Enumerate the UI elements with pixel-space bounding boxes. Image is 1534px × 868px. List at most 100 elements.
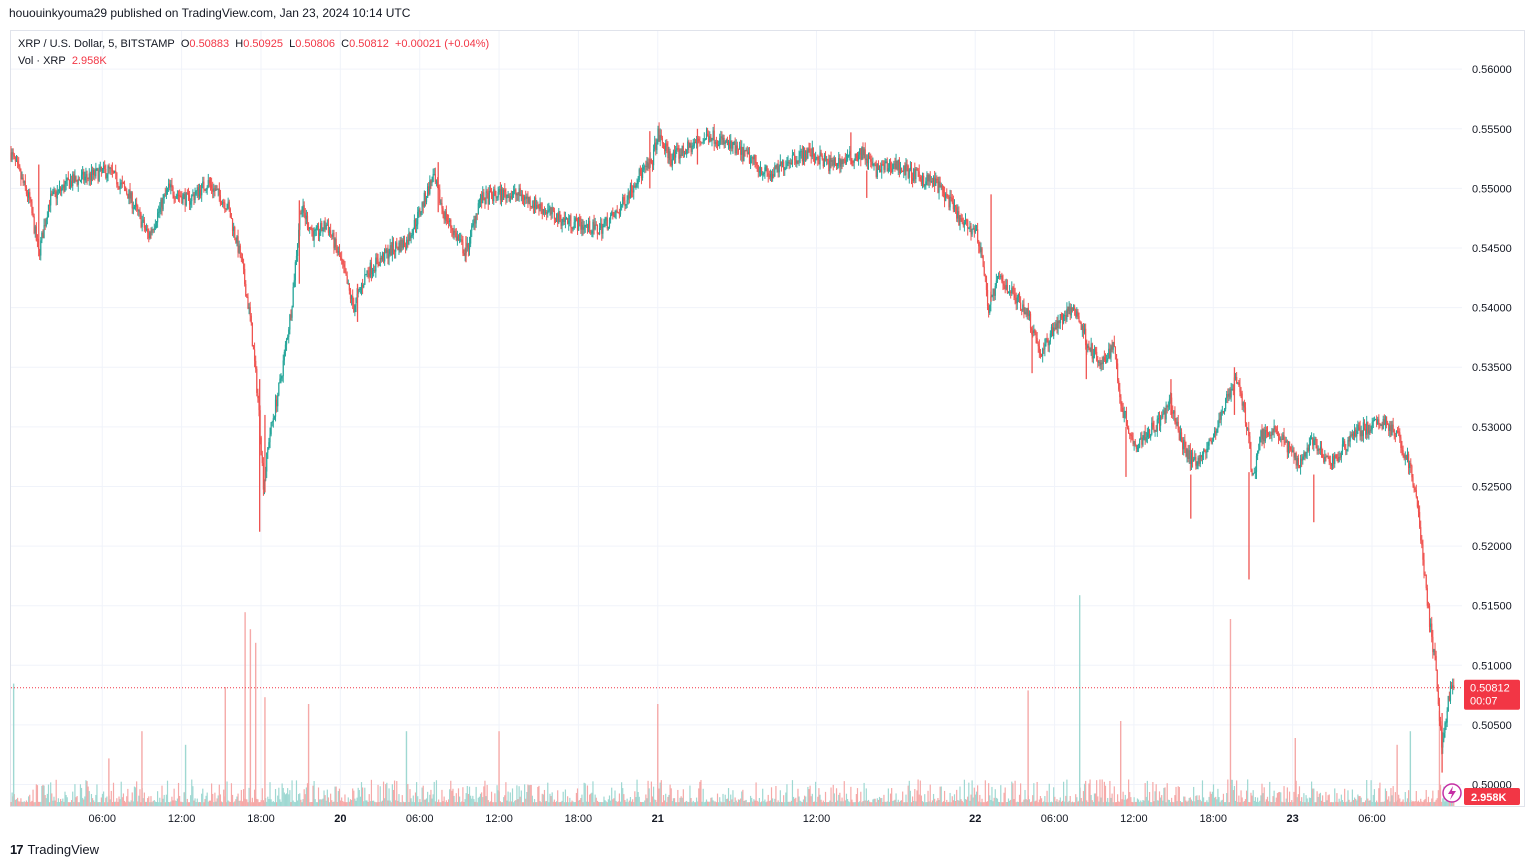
candle-body: [453, 230, 455, 236]
volume-bar: [543, 789, 546, 806]
volume-bar: [1060, 801, 1062, 806]
volume-bar: [334, 786, 336, 806]
volume-bar: [1385, 791, 1388, 806]
volume-bar: [1211, 791, 1213, 806]
volume-bar: [527, 784, 529, 806]
candle-body: [56, 191, 58, 199]
chart-frame[interactable]: [10, 30, 1525, 807]
candle-body: [618, 212, 621, 215]
candle-body: [1273, 426, 1275, 433]
volume-bar: [1296, 797, 1298, 806]
volume-bar: [589, 794, 591, 806]
volume-bar: [350, 800, 353, 806]
volume-bar: [857, 802, 860, 806]
volume-bar: [278, 787, 280, 806]
candle-body: [1241, 393, 1243, 406]
volume-bar: [1033, 783, 1035, 806]
volume-bar: [851, 799, 853, 806]
volume-bar: [928, 801, 930, 806]
candle-body: [554, 218, 557, 222]
volume-bar: [595, 797, 597, 806]
volume-bar: [1201, 780, 1204, 806]
candle-body: [676, 148, 678, 150]
candle-body: [1096, 351, 1098, 361]
volume-bar: [799, 800, 801, 806]
volume-bar: [1075, 794, 1077, 806]
candle-body: [690, 143, 692, 152]
volume-bar: [1083, 783, 1086, 806]
candle-body: [1377, 419, 1379, 425]
volume-bar: [201, 793, 203, 806]
candle-body: [505, 192, 507, 199]
candle-body: [670, 160, 672, 166]
volume-bar: [500, 802, 503, 806]
volume-bar: [279, 799, 281, 806]
volume-bar: [1215, 796, 1217, 806]
volume-bar: [888, 801, 891, 806]
volume-bar: [1195, 795, 1197, 806]
candle-body: [208, 180, 210, 184]
volume-bar: [188, 802, 191, 806]
candle-body: [1100, 362, 1102, 366]
volume-bar: [1210, 793, 1212, 806]
volume-bar: [690, 798, 692, 806]
candle-body: [1163, 410, 1165, 415]
volume-bar: [1324, 802, 1326, 806]
volume-bar: [1040, 798, 1043, 806]
volume-bar: [638, 796, 640, 806]
candle-body: [786, 162, 788, 168]
candle-body: [185, 192, 187, 206]
candle-body: [806, 150, 808, 159]
candle-body: [1011, 287, 1013, 294]
volume-bar: [832, 784, 834, 806]
candle-body: [932, 177, 935, 182]
candle-body: [1076, 311, 1078, 317]
candle-body: [1268, 432, 1270, 435]
volume-bar: [881, 797, 883, 806]
candle-body: [824, 155, 827, 161]
symbol-title[interactable]: XRP / U.S. Dollar, 5, BITSTAMP: [18, 38, 175, 50]
candle-body: [50, 193, 52, 206]
volume-bar: [163, 794, 165, 806]
candle-body: [803, 147, 806, 161]
volume-bar: [1115, 802, 1118, 806]
candle-body: [476, 213, 478, 215]
volume-bar: [1076, 797, 1078, 806]
candle-body: [132, 207, 134, 209]
candle-body: [163, 194, 165, 198]
candle-body: [723, 137, 725, 144]
x-tick-label: 06:00: [1041, 813, 1069, 825]
candle-body: [439, 189, 441, 204]
footer-brand[interactable]: 17 TradingView: [10, 842, 99, 857]
candle-body: [891, 168, 893, 172]
candle-body: [1117, 363, 1119, 381]
volume-bar: [601, 802, 603, 806]
volume-bar: [1114, 802, 1117, 806]
candle-body: [869, 156, 871, 160]
candle-body: [322, 230, 324, 232]
candle-body: [183, 194, 185, 196]
volume-bar: [193, 800, 195, 806]
volume-bar: [567, 796, 569, 806]
volume-bar: [815, 781, 817, 806]
candle-body: [596, 225, 598, 234]
volume-bar: [1139, 801, 1141, 806]
volume-bar: [354, 798, 356, 806]
volume-bar: [648, 788, 650, 806]
candle-body: [174, 198, 176, 200]
volume-label[interactable]: Vol · XRP: [18, 55, 66, 67]
candle-body: [966, 219, 968, 221]
volume-bar: [513, 802, 515, 806]
volume-bar: [1128, 779, 1130, 806]
volume-bar: [1132, 802, 1134, 806]
volume-bar: [549, 793, 551, 806]
candle-body: [730, 140, 732, 149]
volume-bar: [584, 783, 586, 806]
candle-body: [788, 161, 790, 164]
volume-bar: [218, 784, 220, 806]
volume-bar: [1038, 799, 1040, 806]
volume-bar: [268, 799, 270, 806]
volume-bar: [130, 800, 132, 806]
